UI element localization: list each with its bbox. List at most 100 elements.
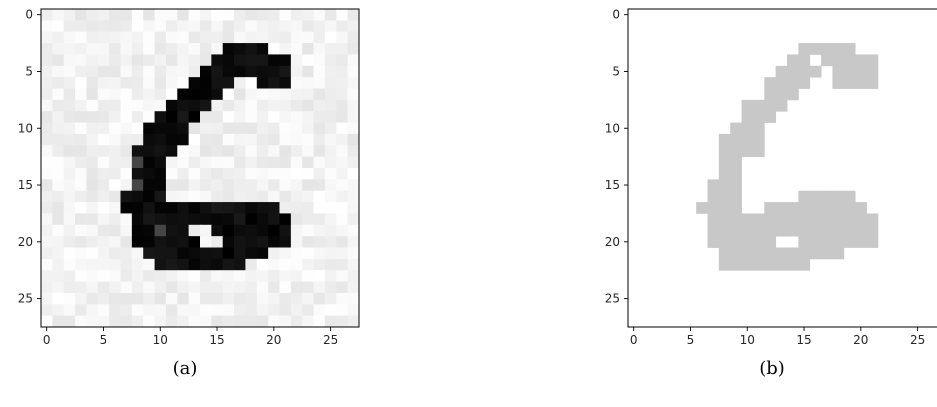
mask-cell [775,202,788,214]
pixel-cell [200,179,212,192]
pixel-cell [256,202,269,214]
pixel-cell [245,88,258,101]
pixel-cell [109,156,121,169]
pixel-cell [188,145,201,158]
mask-cell [809,224,822,237]
pixel-cell [165,236,178,248]
mask-cell [843,54,856,67]
mask-cell [696,202,708,214]
pixel-cell [52,9,65,21]
pixel-cell [313,168,326,180]
pixel-cell [154,9,167,21]
pixel-cell [347,236,360,248]
pixel-cell [97,304,110,317]
pixel-cell [188,213,201,226]
pixel-cell [222,304,235,317]
pixel-cell [268,43,280,55]
pixel-cell [188,133,201,146]
pixel-cell [52,270,65,282]
mask-cell [718,168,731,180]
pixel-cell [97,315,110,328]
pixel-cell [347,304,360,317]
pixel-cell [347,43,360,55]
pixel-cell [86,99,99,112]
pixel-cell [211,190,224,203]
pixel-cell [211,281,224,294]
pixel-cell [347,190,360,203]
mask-cell [821,43,833,55]
pixel-cell [52,54,65,67]
mask-cell [775,247,788,260]
pixel-cell [52,99,65,112]
pixel-cell [324,270,337,282]
pixel-cell [222,43,235,55]
mask-cell [730,145,742,158]
mask-cell [741,224,754,237]
pixel-cell [52,247,65,260]
pixel-cell [154,43,167,55]
pixel-cell [188,65,201,78]
pixel-cell [177,168,190,180]
pixel-cell [245,315,258,328]
pixel-cell [86,190,99,203]
pixel-cell [324,202,337,214]
pixel-cell [222,111,235,123]
pixel-cell [131,292,144,305]
mask-cell [855,224,867,237]
heatmap-cells-a [41,9,360,328]
pixel-cell [324,31,337,44]
pixel-cell [86,77,99,89]
pixel-cell [120,20,133,33]
mask-cell [809,213,822,226]
mask-cell [832,202,845,214]
pixel-cell [268,65,280,78]
pixel-cell [268,77,280,89]
pixel-cell [154,65,167,78]
pixel-cell [313,292,326,305]
pixel-cell [63,213,76,226]
pixel-cell [97,258,110,271]
pixel-cell [131,258,144,271]
pixel-cell [290,122,303,135]
pixel-cell [52,43,65,55]
pixel-cell [154,168,167,180]
pixel-cell [177,99,190,112]
pixel-cell [324,145,337,158]
pixel-cell [313,111,326,123]
pixel-cell [336,77,349,89]
pixel-cell [222,9,235,21]
pixel-cell [109,145,121,158]
mask-cell [866,236,879,248]
mask-cell [798,65,811,78]
mask-cell [787,213,799,226]
pixel-cell [211,258,224,271]
pixel-cell [279,247,292,260]
pixel-cell [131,179,144,192]
pixel-cell [75,65,87,78]
pixel-cell [86,9,99,21]
pixel-cell [177,236,190,248]
pixel-cell [211,168,224,180]
pixel-cell [188,43,201,55]
pixel-cell [75,99,87,112]
pixel-cell [188,179,201,192]
pixel-cell [177,281,190,294]
pixel-cell [154,20,167,33]
pixel-cell [279,43,292,55]
pixel-cell [234,247,246,260]
pixel-cell [302,77,314,89]
pixel-cell [131,213,144,226]
pixel-cell [63,179,76,192]
pixel-cell [120,77,133,89]
pixel-cell [41,202,53,214]
pixel-cell [63,54,76,67]
pixel-cell [302,202,314,214]
pixel-cell [177,145,190,158]
pixel-cell [154,315,167,328]
pixel-cell [143,111,155,123]
pixel-cell [52,65,65,78]
pixel-cell [75,190,87,203]
pixel-cell [268,9,280,21]
pixel-cell [211,145,224,158]
pixel-cell [234,202,246,214]
